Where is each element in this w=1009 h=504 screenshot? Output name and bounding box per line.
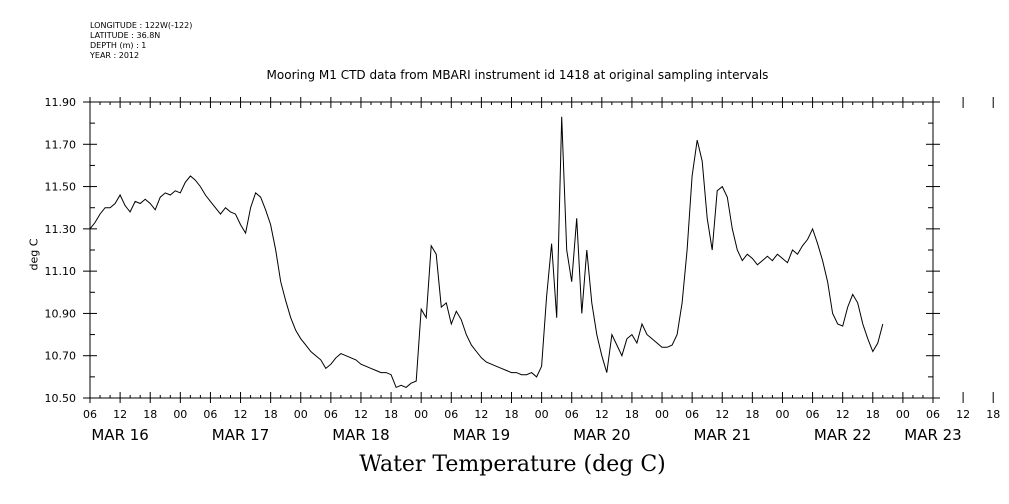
x-tick-label: 06 — [324, 408, 338, 421]
temperature-series-line — [89, 116, 884, 389]
x-day-label: MAR 22 — [814, 426, 871, 444]
x-tick-label: 12 — [474, 408, 488, 421]
metadata-block: LONGITUDE : 122W(-122) LATITUDE : 36.8N … — [90, 21, 192, 61]
x-day-label: MAR 19 — [453, 426, 510, 444]
x-tick-label: 12 — [234, 408, 248, 421]
longitude-text: LONGITUDE : 122W(-122) — [90, 21, 193, 30]
latitude-text: LATITUDE : 36.8N — [90, 31, 161, 40]
x-tick-label: 12 — [836, 408, 850, 421]
x-axis-label: Water Temperature (deg C) — [359, 452, 666, 477]
x-tick-label: 18 — [866, 408, 880, 421]
x-tick-label: 18 — [143, 408, 157, 421]
depth-text: DEPTH (m) : 1 — [90, 41, 147, 50]
x-tick-label: 06 — [926, 408, 940, 421]
x-tick-label: 12 — [113, 408, 127, 421]
y-tick-label: 11.90 — [45, 96, 77, 109]
y-tick-label: 11.30 — [45, 223, 77, 236]
y-tick-label: 11.70 — [45, 138, 77, 151]
x-tick-label: 00 — [655, 408, 669, 421]
x-day-label: MAR 23 — [904, 426, 961, 444]
x-tick-label: 12 — [354, 408, 368, 421]
y-tick-label: 10.50 — [45, 392, 77, 405]
x-tick-label: 06 — [83, 408, 97, 421]
x-tick-label: 00 — [414, 408, 428, 421]
x-day-label: MAR 21 — [694, 426, 751, 444]
x-tick-label: 18 — [384, 408, 398, 421]
y-tick-label: 10.70 — [45, 350, 77, 363]
chart-title: Mooring M1 CTD data from MBARI instrumen… — [266, 68, 769, 82]
x-day-label: MAR 17 — [212, 426, 269, 444]
x-tick-label: 00 — [173, 408, 187, 421]
x-tick-label: 18 — [625, 408, 639, 421]
x-tick-label: 06 — [203, 408, 217, 421]
x-day-label: MAR 16 — [91, 426, 148, 444]
x-tick-label: 00 — [775, 408, 789, 421]
plot-frame — [89, 101, 934, 399]
x-tick-label: 18 — [264, 408, 278, 421]
x-tick-label: 06 — [685, 408, 699, 421]
x-tick-label: 00 — [294, 408, 308, 421]
x-tick-label: 12 — [956, 408, 970, 421]
x-tick-label: 12 — [715, 408, 729, 421]
x-tick-label: 00 — [896, 408, 910, 421]
x-tick-label: 18 — [745, 408, 759, 421]
x-tick-label: 18 — [505, 408, 519, 421]
year-text: YEAR : 2012 — [90, 51, 140, 60]
x-tick-label: 12 — [595, 408, 609, 421]
y-tick-label: 11.10 — [45, 265, 77, 278]
x-tick-label: 06 — [444, 408, 458, 421]
x-tick-label: 18 — [986, 408, 1000, 421]
x-day-label: MAR 18 — [332, 426, 389, 444]
axes-layer: 11.90 11.70 11.50 11.30 11.10 10.90 10.70 10.50… — [45, 96, 1001, 444]
x-tick-label: 06 — [806, 408, 820, 421]
x-day-label: MAR 20 — [573, 426, 630, 444]
y-tick-label: 11.50 — [45, 181, 77, 194]
x-tick-label: 06 — [565, 408, 579, 421]
x-tick-label: 00 — [535, 408, 549, 421]
y-tick-label: 10.90 — [45, 307, 77, 320]
